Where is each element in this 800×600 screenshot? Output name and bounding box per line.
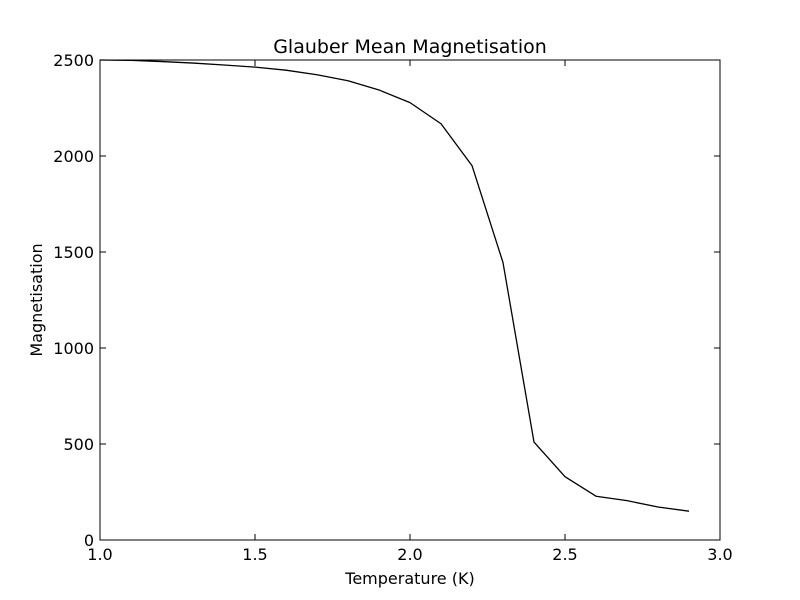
y-tick-label: 2500 bbox=[53, 51, 94, 70]
y-tick-label: 500 bbox=[63, 435, 94, 454]
x-axis-label: Temperature (K) bbox=[344, 569, 474, 588]
y-tick-label: 1000 bbox=[53, 339, 94, 358]
y-axis-label: Magnetisation bbox=[27, 243, 46, 356]
series-layer bbox=[99, 59, 690, 512]
plot-frame bbox=[99, 59, 721, 541]
x-tick-label: 1.5 bbox=[242, 545, 267, 564]
ticks-layer bbox=[99, 59, 721, 541]
x-tick-label: 2.0 bbox=[397, 545, 422, 564]
tick-labels-layer: 1.0 1.5 2.0 2.5 3.0 0 500 1000 1500 2000 2500 bbox=[53, 51, 732, 564]
series-line-0 bbox=[99, 59, 690, 512]
y-tick-label: 0 bbox=[84, 531, 94, 550]
y-tick-label: 1500 bbox=[53, 243, 94, 262]
x-tick-label: 1.0 bbox=[87, 545, 112, 564]
y-tick-label: 2000 bbox=[53, 147, 94, 166]
x-tick-label: 2.5 bbox=[552, 545, 577, 564]
chart-title: Glauber Mean Magnetisation bbox=[273, 36, 547, 58]
x-tick-label: 3.0 bbox=[707, 545, 732, 564]
